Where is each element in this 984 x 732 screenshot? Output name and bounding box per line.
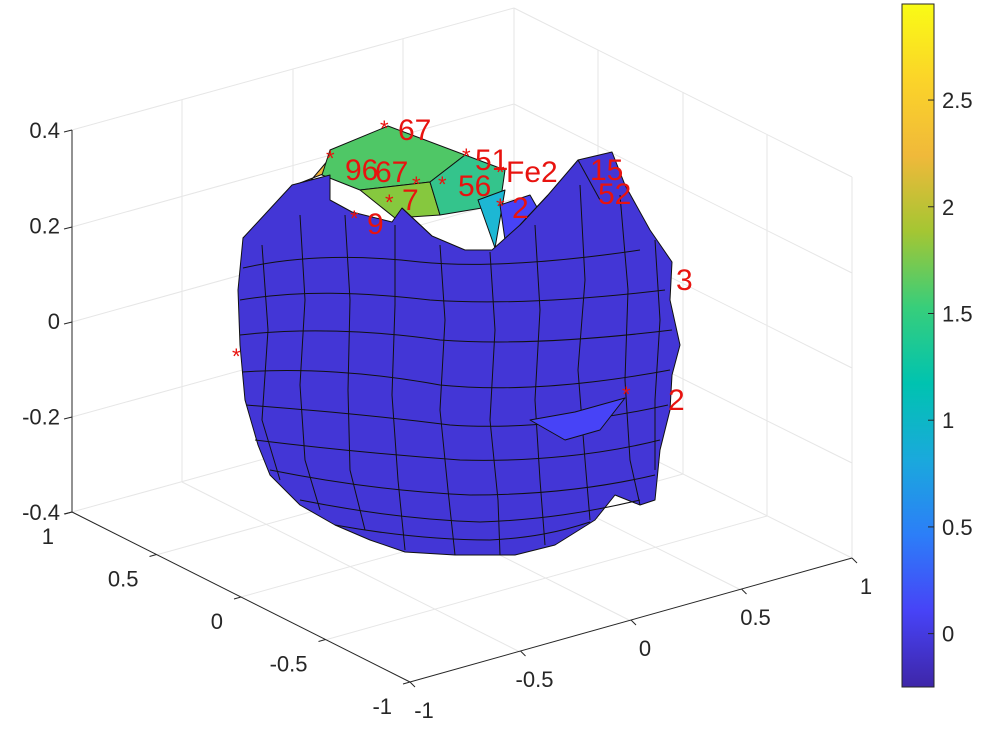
x-tick-label: -1	[414, 698, 434, 723]
annotation-star: *	[380, 116, 389, 141]
y-tick-label: 1	[42, 524, 54, 549]
z-tick-label: -0.2	[22, 405, 60, 430]
annotation-star: *	[496, 160, 505, 185]
colorbar-tick-label: 2	[942, 195, 954, 220]
crevice	[529, 397, 626, 441]
annotation-label: 3	[676, 264, 693, 297]
annotation-star: *	[496, 194, 505, 219]
y-tick-labels: -1 -0.5 0 0.5 1	[42, 511, 411, 719]
annotation-label: Fe2	[506, 156, 558, 189]
annotations: * 67 * 96 67 * * 51 * 56 * 9 * 7 * Fe2 1…	[232, 114, 693, 417]
x-tick-label: 0.5	[740, 605, 771, 630]
x-tick-mark	[520, 650, 526, 657]
annotation-label: 56	[458, 170, 491, 203]
x-tick-label: 0	[639, 636, 651, 661]
y-tick-mark	[402, 681, 411, 685]
x-tick-mark	[409, 681, 416, 688]
annotation-label: 7	[402, 184, 419, 217]
y-tick-mark	[64, 511, 73, 515]
y-tick-label: 0	[211, 609, 223, 634]
y-tick-mark	[233, 596, 242, 600]
annotation-label: 67	[398, 114, 431, 147]
annotation-label: 52	[598, 178, 631, 211]
x-tick-label: -0.5	[516, 667, 554, 692]
z-tick-label: 0	[48, 309, 60, 334]
colorbar-tick-label: 1.5	[942, 301, 973, 326]
colorbar-tick-label: 0.5	[942, 515, 973, 540]
annotation-label: 67	[375, 156, 408, 189]
x-tick-mark	[741, 588, 747, 595]
y-tick-label: 0.5	[108, 567, 139, 592]
z-tick-labels: -0.4 -0.2 0 0.2 0.4	[22, 118, 60, 525]
x-tick-labels: -1 -0.5 0 0.5 1	[409, 557, 872, 723]
x-tick-label: 1	[860, 574, 872, 599]
annotation-star: *	[462, 144, 471, 169]
annotation-label: 2	[512, 192, 529, 225]
annotation-label: 9	[367, 208, 384, 241]
top-patch-cyan	[477, 189, 506, 249]
annotation-star: *	[622, 382, 631, 407]
colorbar-tick-label: 1	[942, 408, 954, 433]
annotation-star: *	[350, 206, 359, 231]
colorbar-tick-label: 0	[942, 622, 954, 647]
x-tick-mark	[630, 619, 637, 626]
annotation-star: *	[232, 344, 241, 369]
annotation-star: *	[438, 172, 447, 197]
annotation-label: 51	[475, 144, 508, 177]
colorbar-tick-label: 2.5	[942, 88, 973, 113]
z-tick-label: -0.4	[22, 500, 60, 525]
annotation-star: *	[412, 172, 421, 197]
y-tick-label: -0.5	[270, 652, 308, 677]
colorbar	[901, 3, 935, 688]
z-tick-label: 0.2	[29, 214, 60, 239]
z-tick-label: 0.4	[29, 118, 60, 143]
colorbar-tick-labels: 0 0.5 1 1.5 2 2.5	[928, 88, 973, 647]
annotation-star: *	[385, 190, 394, 215]
annotation-label: 15	[590, 154, 623, 187]
y-tick-mark	[149, 554, 157, 557]
annotation-star: *	[326, 146, 335, 171]
surface-mesh	[237, 125, 681, 556]
annotation-label: 2	[668, 384, 685, 417]
annotation-label: 96	[345, 154, 378, 187]
x-tick-mark	[851, 557, 858, 564]
y-tick-label: -1	[372, 694, 392, 719]
y-tick-mark	[318, 639, 326, 642]
